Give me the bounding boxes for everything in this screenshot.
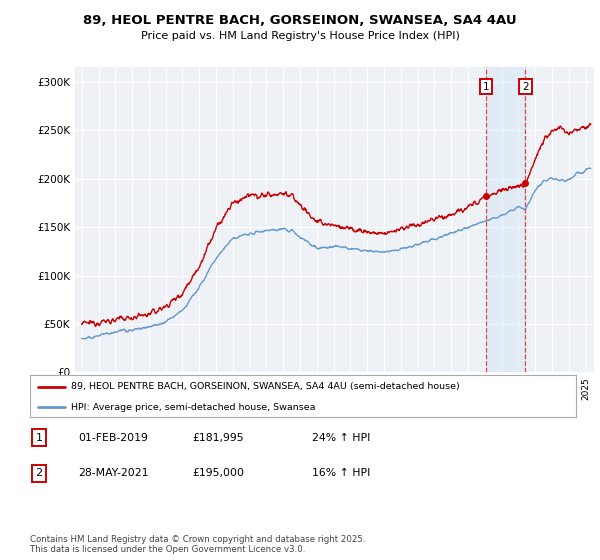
Text: Contains HM Land Registry data © Crown copyright and database right 2025.
This d: Contains HM Land Registry data © Crown c… [30, 535, 365, 554]
Text: 24% ↑ HPI: 24% ↑ HPI [312, 433, 370, 443]
Text: 2: 2 [522, 82, 529, 92]
Text: 1: 1 [35, 433, 43, 443]
Text: 01-FEB-2019: 01-FEB-2019 [78, 433, 148, 443]
Text: 16% ↑ HPI: 16% ↑ HPI [312, 468, 370, 478]
Text: 28-MAY-2021: 28-MAY-2021 [78, 468, 149, 478]
Text: 89, HEOL PENTRE BACH, GORSEINON, SWANSEA, SA4 4AU: 89, HEOL PENTRE BACH, GORSEINON, SWANSEA… [83, 14, 517, 27]
Text: £181,995: £181,995 [192, 433, 244, 443]
Text: HPI: Average price, semi-detached house, Swansea: HPI: Average price, semi-detached house,… [71, 403, 316, 412]
Text: £195,000: £195,000 [192, 468, 244, 478]
Text: 89, HEOL PENTRE BACH, GORSEINON, SWANSEA, SA4 4AU (semi-detached house): 89, HEOL PENTRE BACH, GORSEINON, SWANSEA… [71, 382, 460, 391]
Text: 2: 2 [35, 468, 43, 478]
Text: 1: 1 [483, 82, 490, 92]
Bar [486, 67, 526, 372]
Text: Price paid vs. HM Land Registry's House Price Index (HPI): Price paid vs. HM Land Registry's House … [140, 31, 460, 41]
